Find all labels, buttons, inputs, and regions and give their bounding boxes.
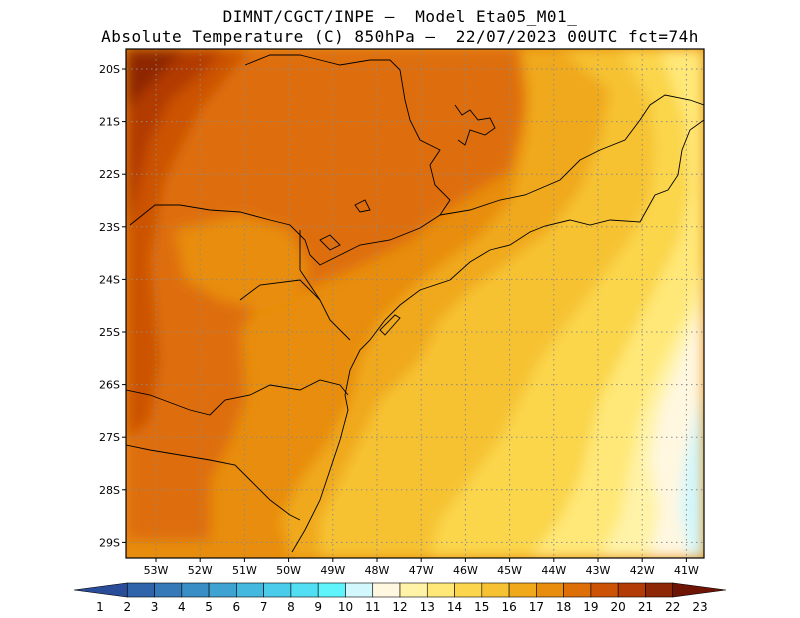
colorbar-label: 20 — [611, 600, 626, 614]
colorbar-swatch — [372, 582, 401, 598]
colorbar-swatch — [590, 582, 619, 598]
border-pr-sp — [299, 230, 321, 301]
colorbar-label: 1 — [96, 600, 104, 614]
lon-tick-label: 49W — [320, 564, 345, 577]
colorbar-swatch — [426, 582, 455, 598]
lat-tick-label: 26S — [99, 379, 120, 392]
colorbar-label: 12 — [392, 600, 407, 614]
colorbar-label: 14 — [447, 600, 462, 614]
lon-tick-label: 44W — [541, 564, 566, 577]
lon-tick-label: 42W — [630, 564, 655, 577]
colorbar-label: 8 — [287, 600, 295, 614]
lat-tick-label: 27S — [99, 431, 120, 444]
colorbar-label: 9 — [314, 600, 322, 614]
colorbar-label: 18 — [556, 600, 571, 614]
colorbar-swatch — [563, 582, 592, 598]
colorbar-label: 4 — [178, 600, 186, 614]
colorbar-swatch — [481, 582, 510, 598]
lat-tick-label: 29S — [99, 536, 120, 549]
chart-title-line-2: Absolute Temperature (C) 850hPa – 22/07/… — [101, 27, 699, 46]
colorbar-label: 15 — [474, 600, 489, 614]
chart-title-line-1: DIMNT/CGCT/INPE – Model Eta05_M01_ — [222, 7, 578, 26]
colorbar-swatch — [317, 582, 346, 598]
colorbar-label: 2 — [123, 600, 131, 614]
lon-tick-label: 43W — [586, 564, 611, 577]
coastline-and-borders — [126, 54, 704, 553]
lon-tick-label: 41W — [674, 564, 699, 577]
colorbar-swatch — [263, 582, 292, 598]
state-border-north — [129, 54, 451, 266]
lat-tick-label: 23S — [99, 221, 120, 234]
colorbar-label: 13 — [420, 600, 435, 614]
lat-tick-label: 28S — [99, 484, 120, 497]
lake-outline-1 — [454, 104, 496, 146]
lat-tick-label: 22S — [99, 168, 120, 181]
colorbar-swatch — [508, 582, 537, 598]
colorbar-swatch — [617, 582, 646, 598]
colorbar-swatch — [236, 582, 264, 598]
axis-ticks: 20S 21S 22S 23S 24S 25S 26S 27S 28S 29S 53W 52W 51W 5… — [99, 63, 699, 577]
colorbar-label: 23 — [692, 600, 707, 614]
colorbar-swatch — [181, 582, 210, 598]
colorbar: 1 2 3 4 5 6 7 8 9 10 11 12 13 14 15 16 17 18 19 20 21 22 23 — [73, 582, 727, 614]
colorbar-swatch — [126, 582, 155, 598]
colorbar-swatch — [154, 582, 183, 598]
lon-tick-label: 45W — [497, 564, 522, 577]
colorbar-label: 3 — [151, 600, 159, 614]
colorbar-label: 16 — [501, 600, 516, 614]
colorbar-swatch — [454, 582, 483, 598]
colorbar-label: 10 — [338, 600, 353, 614]
lon-tick-label: 53W — [144, 564, 169, 577]
state-border-sc-rs — [126, 444, 301, 521]
lat-tick-label: 25S — [99, 326, 120, 339]
lake-outline-2 — [319, 234, 341, 251]
colorbar-swatch — [208, 582, 237, 598]
map-gridlines — [126, 49, 704, 558]
island-outline — [379, 314, 401, 336]
state-border-parana-sc — [126, 379, 349, 416]
lat-tick-label: 20S — [99, 63, 120, 76]
colorbar-swatch — [290, 582, 319, 598]
colorbar-swatch — [345, 582, 374, 598]
state-border-east — [439, 94, 704, 216]
colorbar-label: 19 — [583, 600, 598, 614]
lon-tick-label: 46W — [453, 564, 478, 577]
lake-outline-3 — [354, 199, 371, 213]
map-frame — [125, 48, 705, 559]
lon-tick-label: 47W — [409, 564, 434, 577]
lat-tick-label: 24S — [99, 273, 120, 286]
lon-tick-label: 50W — [276, 564, 301, 577]
lon-tick-label: 51W — [232, 564, 257, 577]
colorbar-label: 22 — [665, 600, 680, 614]
lon-tick-label: 52W — [188, 564, 213, 577]
colorbar-swatch — [536, 582, 564, 598]
colorbar-swatch — [73, 582, 128, 598]
colorbar-swatch — [672, 582, 727, 598]
colorbar-label: 6 — [233, 600, 241, 614]
colorbar-label: 7 — [260, 600, 268, 614]
colorbar-swatch — [399, 582, 428, 598]
lon-tick-label: 48W — [365, 564, 390, 577]
coastline — [291, 119, 704, 553]
colorbar-label: 5 — [205, 600, 213, 614]
colorbar-swatch — [645, 582, 674, 598]
lat-tick-label: 21S — [99, 116, 120, 129]
colorbar-label: 21 — [638, 600, 653, 614]
temperature-field — [126, 49, 704, 558]
colorbar-label: 11 — [365, 600, 380, 614]
colorbar-label: 17 — [529, 600, 544, 614]
